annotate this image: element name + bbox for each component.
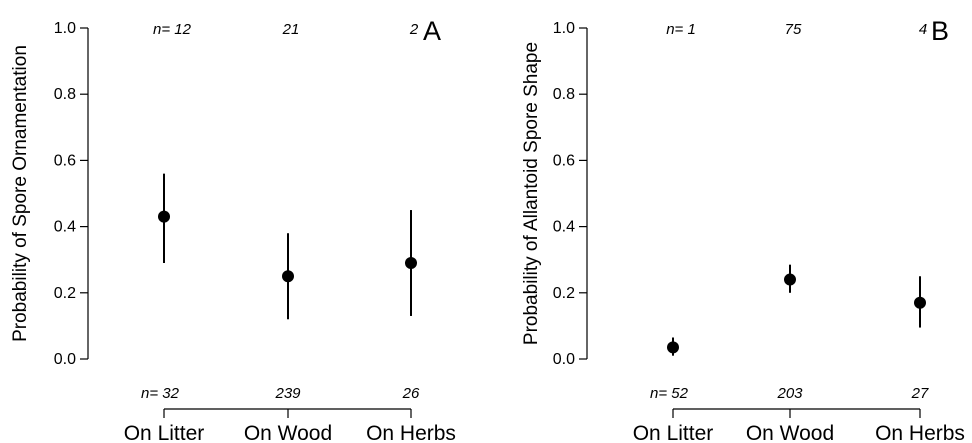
n-label-bottom: n= 32 (141, 385, 180, 402)
n-label-top: n= 1 (666, 21, 696, 38)
y-tick-label: 0.0 (54, 351, 76, 368)
x-tick-label: On Herbs (875, 422, 965, 443)
data-point (784, 273, 796, 286)
y-tick-label: 0.2 (553, 285, 575, 302)
x-tick-label: On Wood (244, 422, 332, 443)
y-tick-label: 0.6 (553, 152, 575, 169)
n-label-bottom: 26 (402, 385, 420, 402)
panel-b: 0.0 0.2 0.4 0.6 0.8 1.0 Probability of Allanto… (521, 16, 965, 443)
panel-a: 0.0 0.2 0.4 0.6 0.8 1.0 Probability of Spore O… (10, 16, 456, 443)
y-tick-label: 0.4 (553, 219, 575, 236)
y-tick-label: 0.6 (54, 152, 76, 169)
data-point (667, 341, 679, 354)
data-point (405, 257, 417, 270)
x-tick-label: On Litter (633, 422, 714, 443)
n-label-bottom: 239 (274, 385, 301, 402)
n-label-top: 4 (919, 21, 927, 38)
n-label-top: 2 (409, 21, 419, 38)
x-tick-label: On Litter (124, 422, 205, 443)
x-tick-label: On Wood (746, 422, 834, 443)
n-label-top: n= 12 (153, 21, 192, 38)
n-label-top: 21 (282, 21, 300, 38)
y-tick-label: 1.0 (54, 20, 76, 37)
y-tick-label: 1.0 (553, 20, 575, 37)
data-point (282, 270, 294, 283)
y-tick-label: 0.8 (54, 86, 76, 103)
x-tick-label: On Herbs (366, 422, 456, 443)
data-point (914, 296, 926, 309)
panel-letter: A (423, 16, 441, 46)
n-label-bottom: 203 (776, 385, 803, 402)
n-label-top: 75 (785, 21, 802, 38)
y-axis-title: Probability of Allantoid Spore Shape (521, 42, 542, 345)
n-label-bottom: n= 52 (650, 385, 689, 402)
y-tick-label: 0.2 (54, 285, 76, 302)
n-label-bottom: 27 (911, 385, 929, 402)
y-axis-title: Probability of Spore Ornamentation (10, 45, 31, 342)
y-tick-label: 0.8 (553, 86, 575, 103)
panel-letter: B (931, 16, 949, 46)
data-point (158, 210, 170, 223)
y-tick-label: 0.0 (553, 351, 575, 368)
y-tick-label: 0.4 (54, 219, 76, 236)
